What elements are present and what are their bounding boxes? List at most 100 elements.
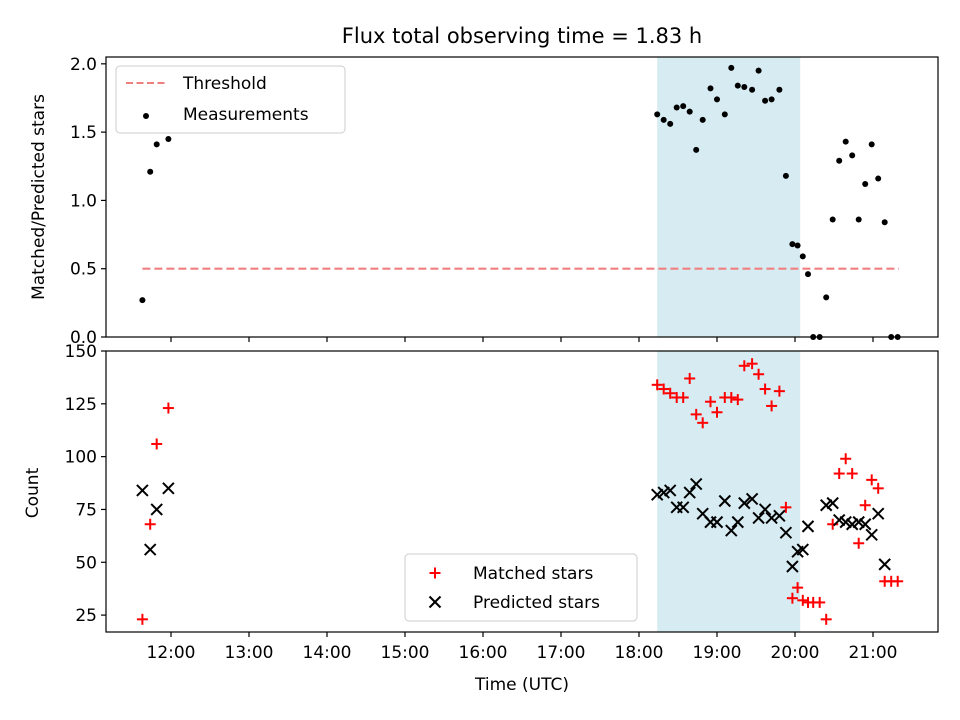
- matched-star-point: [746, 358, 758, 370]
- matched-star-point: [872, 482, 884, 494]
- predicted-star-point: [676, 501, 690, 514]
- top-panel: 0.00.51.01.52.0 Matched/Predicted stars …: [29, 55, 939, 348]
- predicted-legend-label: Predicted stars: [473, 593, 600, 613]
- predicted-star-point: [710, 515, 724, 529]
- measurement-point: [734, 82, 741, 89]
- bottom-x-ticks: 12:00 13:00 14:00 15:00 16:00 17:00 18:00 19:00…: [147, 632, 898, 663]
- matched-star-point: [753, 368, 765, 380]
- top-axes-frame: [105, 56, 939, 338]
- matched-star-point: [892, 575, 904, 587]
- measurement-point: [794, 242, 801, 249]
- matched-star-point: [773, 385, 785, 397]
- matched-star-point: [738, 360, 750, 372]
- predicted-star-point: [779, 526, 793, 539]
- measurement-point: [749, 86, 756, 93]
- matched-star-point: [684, 372, 696, 384]
- x-tick-label: 15:00: [381, 643, 430, 663]
- measurement-point: [165, 135, 172, 142]
- measurement-point: [805, 271, 811, 278]
- matched-star-point: [664, 387, 676, 399]
- top-legend: Threshold Measurements: [115, 65, 346, 134]
- measurement-point: [693, 146, 700, 153]
- top-x-ticks: [170, 337, 874, 342]
- measurement-point: [741, 84, 748, 91]
- matched-star-point: [853, 537, 865, 549]
- measurement-point: [862, 181, 869, 188]
- predicted-star-point: [773, 509, 786, 523]
- measurement-point: [699, 116, 706, 123]
- measurement-point: [153, 141, 160, 148]
- measurement-point: [799, 253, 806, 260]
- predicted-star-point: [683, 486, 696, 499]
- top-marks: [139, 64, 901, 340]
- measurement-point: [707, 85, 714, 92]
- x-tick-label: 14:00: [303, 643, 352, 663]
- bottom-y-tick-label: 75: [75, 500, 97, 520]
- predicted-star-point: [796, 543, 810, 556]
- matched-star-point: [705, 396, 716, 408]
- bottom-marks: [136, 358, 904, 625]
- measurement-point: [768, 96, 775, 103]
- x-tick-label: 19:00: [693, 643, 742, 663]
- measurement-point: [721, 111, 728, 118]
- x-tick-label: 16:00: [459, 643, 508, 663]
- measurement-point: [755, 67, 762, 74]
- bottom-y-tick-label: 150: [65, 342, 97, 362]
- top-y-tick-label: 0.0: [70, 328, 97, 348]
- bottom-y-tick-label: 125: [65, 395, 97, 415]
- top-y-tick-label: 2.0: [70, 55, 97, 75]
- predicted-star-point: [826, 496, 839, 510]
- top-legend-box: [115, 65, 346, 134]
- matched-star-point: [677, 391, 689, 403]
- bottom-y-tick-label: 50: [75, 553, 97, 573]
- matched-star-point: [820, 613, 832, 625]
- predicted-star-point: [758, 503, 772, 516]
- threshold-legend-label: Threshold: [182, 74, 267, 94]
- top-y-tick-label: 1.5: [70, 123, 97, 143]
- matched-star-point: [651, 379, 663, 391]
- top-y-tick-label: 0.5: [70, 260, 97, 280]
- measurement-point: [714, 96, 720, 103]
- predicted-star-point: [162, 482, 175, 495]
- measurement-point: [728, 64, 735, 71]
- matched-star-point: [732, 394, 744, 406]
- matched-star-point: [814, 596, 826, 608]
- matched-star-point: [827, 518, 839, 530]
- predicted-star-point: [871, 507, 885, 520]
- x-tick-label: 21:00: [849, 643, 898, 663]
- measurements-legend-label: Measurements: [183, 105, 309, 125]
- bottom-legend: Matched stars Predicted stars: [404, 553, 638, 622]
- predicted-star-point: [858, 518, 872, 531]
- matched-star-point: [866, 474, 878, 486]
- measurements-legend-swatch: [143, 113, 149, 119]
- predicted-star-point: [745, 492, 759, 506]
- top-y-ticks: 0.0 0.5 1.0 1.5 2.0: [70, 55, 106, 348]
- measurement-point: [855, 216, 862, 223]
- predicted-star-point: [136, 484, 149, 497]
- measurement-point: [782, 172, 789, 179]
- measurement-point: [881, 219, 888, 226]
- matched-star-point: [690, 408, 702, 420]
- measurement-point: [789, 241, 796, 248]
- predicted-star-point: [718, 494, 732, 508]
- matched-legend-swatch: [429, 567, 441, 579]
- top-y-tick-label: 1.0: [70, 191, 97, 211]
- matched-star-point: [144, 518, 156, 530]
- chart-title: Flux total observing time = 1.83 h: [342, 24, 702, 48]
- measurement-point: [667, 120, 674, 127]
- predicted-star-point: [689, 477, 703, 491]
- predicted-star-point: [725, 524, 738, 537]
- predicted-star-point: [801, 520, 815, 533]
- bottom-legend-box: [404, 553, 638, 622]
- predicted-star-point: [865, 528, 878, 542]
- measurement-point: [849, 152, 856, 159]
- bottom-y-tick-label: 100: [65, 448, 97, 468]
- measurement-point: [836, 157, 843, 164]
- predicted-star-point: [143, 543, 157, 556]
- matched-star-point: [766, 400, 778, 412]
- matched-star-point: [697, 417, 709, 429]
- matched-star-point: [797, 594, 809, 606]
- measurement-point: [868, 141, 875, 148]
- matched-legend-label: Matched stars: [473, 564, 593, 584]
